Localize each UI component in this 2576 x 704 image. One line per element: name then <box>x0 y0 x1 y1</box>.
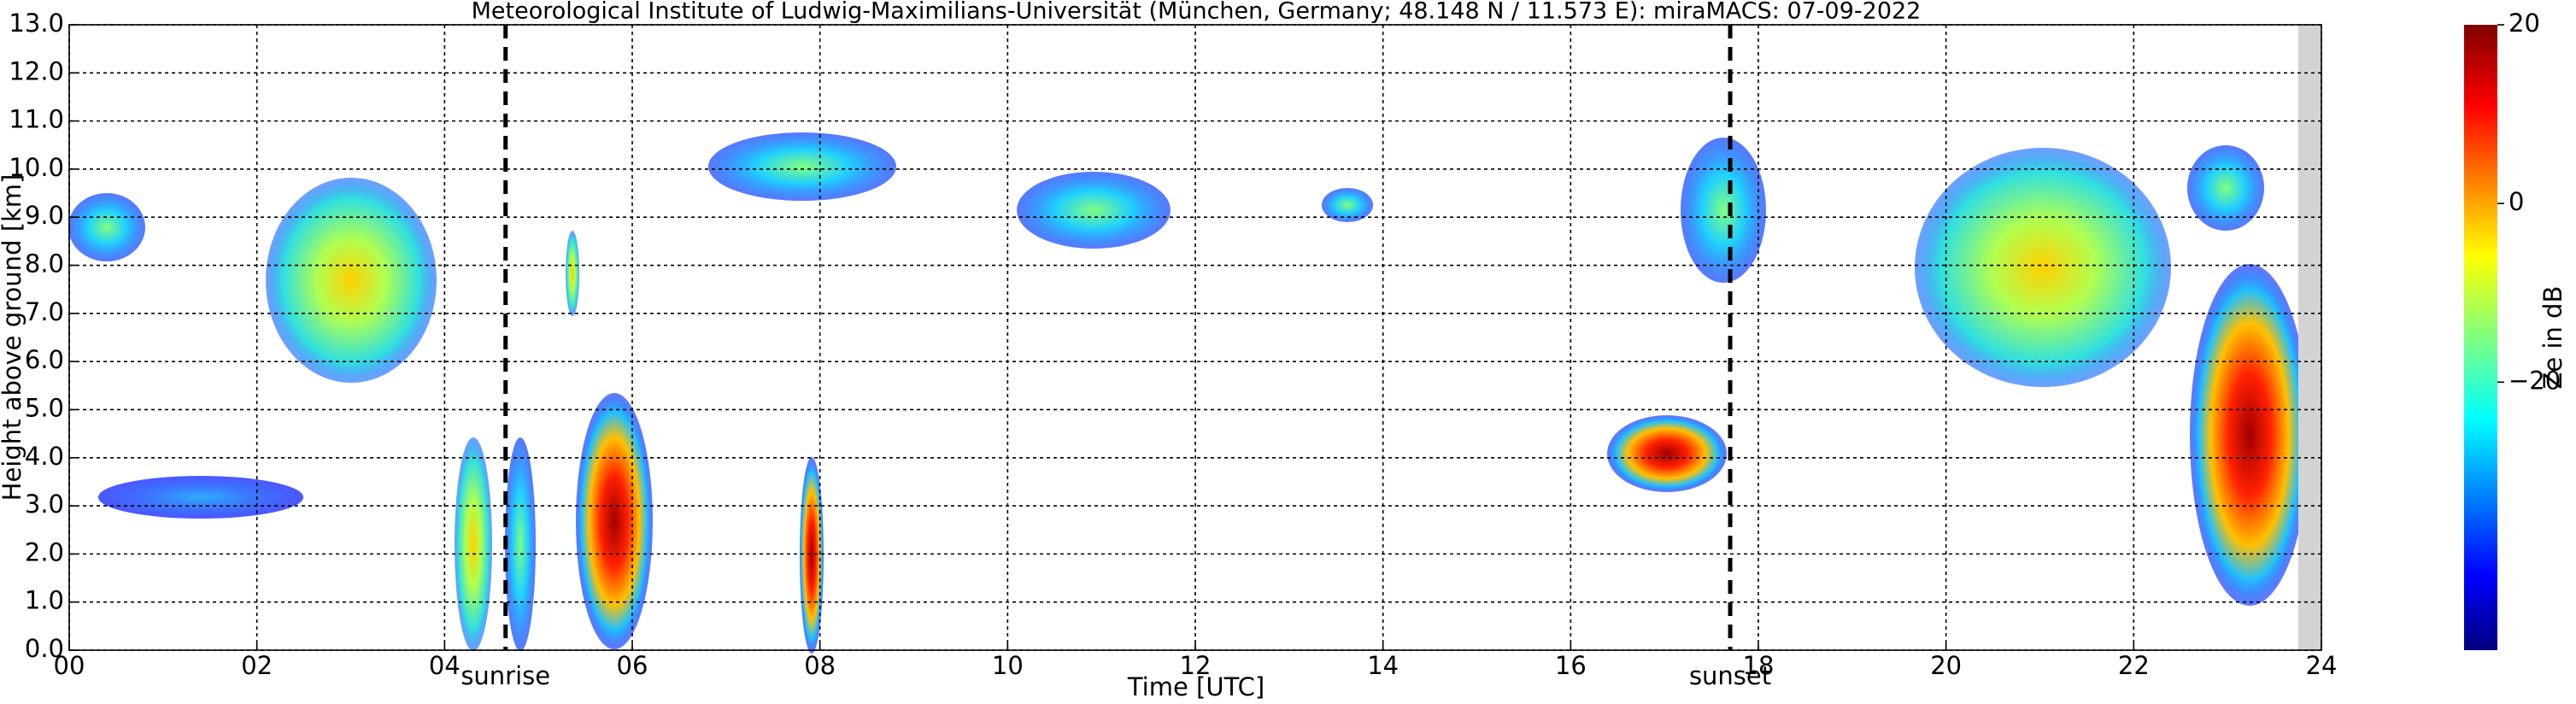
colorbar-tick-label: −20 <box>2509 366 2561 395</box>
event-label: sunset <box>1689 661 1771 690</box>
y-tick-label: 3.0 <box>25 490 64 519</box>
y-tick-label: 10.0 <box>9 153 64 182</box>
y-tick-label: 5.0 <box>25 393 64 422</box>
x-tick-label: 10 <box>992 651 1024 680</box>
x-tick-label: 08 <box>804 651 836 680</box>
colorbar-tick-label: 0 <box>2509 187 2524 216</box>
y-tick-label: 12.0 <box>9 56 64 85</box>
y-tick-label: 6.0 <box>25 345 64 374</box>
x-tick-label: 22 <box>2118 651 2150 680</box>
colorbar <box>2464 25 2497 650</box>
x-tick-label: 14 <box>1367 651 1399 680</box>
x-tick-label: 20 <box>1930 651 1962 680</box>
y-tick-label: 4.0 <box>25 442 64 471</box>
plot-frame <box>68 24 2322 651</box>
y-tick-label: 7.0 <box>25 297 64 326</box>
chart-title: Meteorological Institute of Ludwig-Maxim… <box>472 0 1922 25</box>
colorbar-label: Ze in dB <box>2538 286 2567 390</box>
x-tick-label: 06 <box>617 651 648 680</box>
x-tick-label: 12 <box>1180 651 1212 680</box>
y-tick-label: 9.0 <box>25 201 64 230</box>
x-tick-label: 00 <box>54 651 85 680</box>
y-axis-label: Height above ground [km] <box>0 174 26 502</box>
y-tick-label: 13.0 <box>9 9 64 38</box>
x-axis-label: Time [UTC] <box>1127 672 1265 701</box>
x-tick-label: 04 <box>429 651 461 680</box>
y-tick-label: 11.0 <box>9 105 64 134</box>
x-tick-label: 18 <box>1743 651 1775 680</box>
x-tick-label: 24 <box>2306 651 2338 680</box>
y-tick-label: 8.0 <box>25 249 64 279</box>
y-tick-label: 2.0 <box>25 537 64 566</box>
y-tick-label: 1.0 <box>25 586 64 615</box>
y-tick-label: 0.0 <box>25 634 64 663</box>
colorbar-tick-label: 20 <box>2509 9 2540 38</box>
x-tick-label: 02 <box>241 651 273 680</box>
x-tick-label: 16 <box>1555 651 1587 680</box>
event-label: sunrise <box>461 661 550 690</box>
